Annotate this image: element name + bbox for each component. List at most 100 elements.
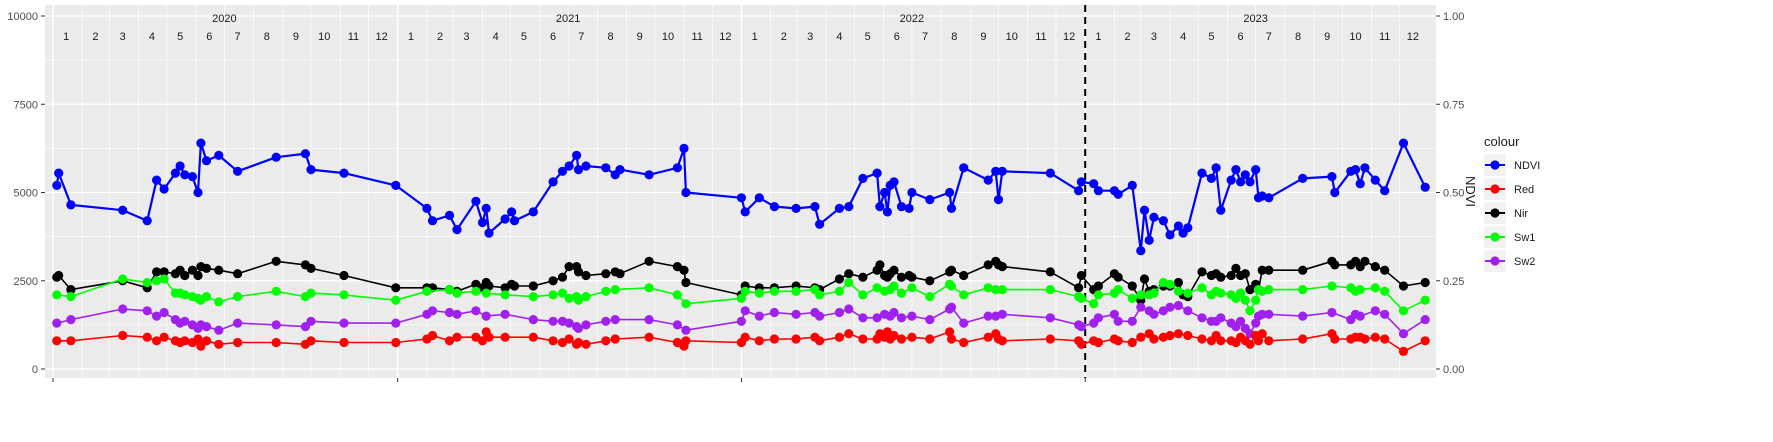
data-point-nir	[925, 276, 935, 286]
data-point-sw1	[959, 290, 969, 300]
data-point-nir	[1139, 274, 1150, 284]
data-point-sw2	[959, 318, 969, 328]
data-point-ndvi	[1076, 177, 1086, 187]
data-point-sw1	[1355, 285, 1365, 295]
data-point-red	[1420, 336, 1430, 346]
data-point-sw1	[983, 283, 993, 293]
data-point-sw1	[1093, 290, 1103, 300]
data-point-nir	[1240, 269, 1250, 279]
data-point-ndvi	[880, 187, 890, 198]
data-point-sw2	[1398, 329, 1409, 339]
data-point-red	[1113, 336, 1123, 346]
data-point-red	[1257, 329, 1267, 339]
data-point-sw1	[872, 283, 882, 293]
data-point-sw1	[754, 288, 764, 298]
data-point-sw1	[271, 286, 281, 296]
data-point-ndvi	[1236, 177, 1246, 187]
data-point-ndvi	[52, 180, 62, 190]
data-point-sw2	[791, 309, 801, 319]
data-point-red	[427, 330, 438, 341]
y-tick-label: 0	[32, 364, 38, 376]
data-point-sw2	[159, 307, 169, 318]
data-point-sw2	[997, 309, 1007, 319]
data-point-nir	[1173, 277, 1183, 288]
data-point-nir	[1264, 265, 1274, 275]
month-label: 9	[637, 31, 643, 43]
data-point-ndvi	[754, 193, 764, 203]
data-point-red	[644, 332, 654, 342]
data-point-sw2	[271, 320, 281, 330]
month-label: 6	[1238, 31, 1244, 43]
legend-label: Red	[1514, 184, 1534, 196]
data-point-red	[452, 332, 462, 342]
data-point-red	[1149, 334, 1159, 344]
data-point-sw2	[581, 320, 591, 330]
data-point-red	[896, 334, 907, 344]
data-point-ndvi	[983, 175, 993, 185]
data-point-ndvi	[889, 177, 899, 187]
data-point-nir	[679, 265, 689, 275]
month-label: 10	[662, 31, 674, 43]
data-point-red	[484, 332, 494, 342]
data-point-nir	[1197, 267, 1207, 277]
month-label: 6	[206, 31, 212, 43]
data-point-red	[1398, 346, 1409, 356]
data-point-nir	[1127, 281, 1137, 291]
data-point-sw1	[581, 292, 591, 302]
data-point-sw2	[548, 316, 558, 326]
data-point-sw2	[1127, 316, 1137, 326]
data-point-sw1	[201, 292, 212, 302]
data-point-sw2	[1236, 316, 1246, 326]
month-label: 6	[550, 31, 556, 43]
data-point-ndvi	[66, 200, 76, 210]
data-point-red	[1264, 336, 1274, 346]
data-point-ndvi	[152, 175, 162, 185]
data-point-ndvi	[615, 165, 625, 175]
data-point-nir	[1420, 277, 1430, 288]
data-point-sw1	[736, 293, 747, 303]
data-point-sw1	[52, 290, 62, 300]
data-point-ndvi	[907, 187, 917, 198]
data-point-sw2	[339, 318, 349, 328]
data-point-sw2	[528, 315, 538, 325]
data-point-red	[500, 332, 510, 342]
data-point-nir	[844, 269, 854, 279]
month-label: 1	[752, 31, 758, 43]
data-point-ndvi	[997, 166, 1007, 176]
data-point-sw2	[983, 311, 993, 321]
data-point-red	[889, 330, 899, 341]
data-point-ndvi	[557, 166, 568, 176]
data-point-ndvi	[509, 216, 520, 226]
data-point-red	[769, 334, 780, 344]
year-label: 2021	[556, 13, 580, 25]
data-point-nir	[1093, 281, 1103, 291]
month-label: 12	[376, 31, 388, 43]
data-point-ndvi	[736, 193, 747, 203]
data-point-sw1	[925, 292, 935, 302]
data-point-sw1	[769, 286, 780, 296]
data-point-sw1	[1076, 293, 1086, 303]
data-point-sw1	[1380, 286, 1390, 296]
legend-key-point	[1490, 208, 1500, 218]
data-point-ndvi	[427, 216, 438, 226]
data-point-ndvi	[1089, 179, 1099, 189]
data-point-sw1	[601, 286, 611, 296]
data-point-red	[444, 336, 455, 346]
data-point-red	[681, 336, 691, 346]
data-point-sw1	[391, 295, 401, 305]
data-point-sw1	[834, 286, 845, 296]
data-point-nir	[180, 270, 190, 281]
data-point-sw1	[644, 283, 654, 293]
month-label: 5	[177, 31, 183, 43]
month-label: 5	[1208, 31, 1214, 43]
data-point-ndvi	[1183, 223, 1193, 233]
month-label: 2	[781, 31, 787, 43]
data-point-nir	[66, 285, 76, 295]
data-point-red	[754, 336, 764, 346]
data-point-sw2	[1197, 313, 1207, 323]
data-point-red	[946, 334, 957, 344]
data-point-red	[1370, 332, 1380, 342]
data-point-sw2	[118, 304, 128, 314]
data-point-sw2	[644, 315, 654, 325]
data-point-sw2	[896, 313, 907, 323]
